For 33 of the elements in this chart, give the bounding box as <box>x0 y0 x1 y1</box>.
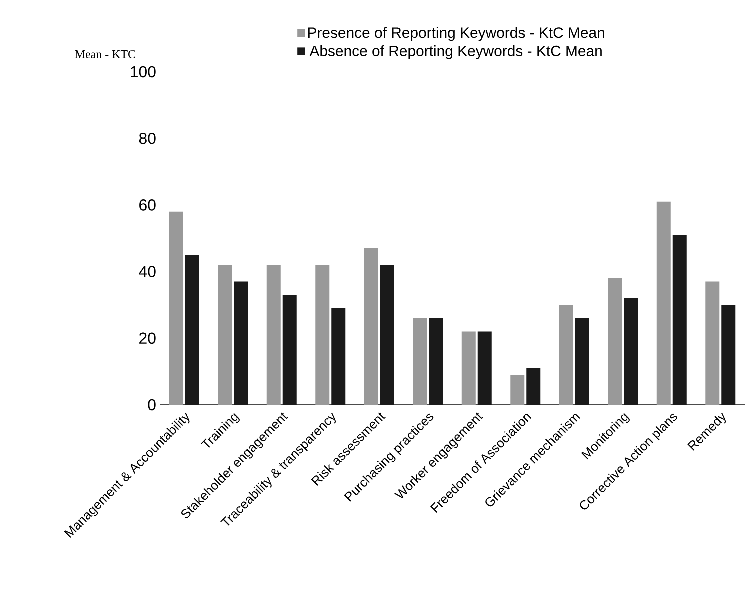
y-tick-label: 100 <box>131 66 156 78</box>
bar <box>478 332 492 405</box>
bar <box>608 278 622 405</box>
bar <box>462 332 476 405</box>
bar <box>169 212 184 405</box>
bar <box>380 265 394 405</box>
bar <box>575 318 590 405</box>
y-tick-label: 0 <box>148 399 156 411</box>
bar <box>185 255 200 405</box>
y-tick-label: 20 <box>140 332 156 344</box>
bar <box>706 282 720 405</box>
bar <box>332 308 346 405</box>
bar <box>316 265 330 405</box>
bar <box>722 305 736 405</box>
y-tick-label: 60 <box>140 200 156 211</box>
bar <box>624 298 638 405</box>
y-tick-label: 80 <box>139 132 156 144</box>
bar <box>266 265 281 405</box>
y-axis-title: Mean - KTC <box>75 50 136 58</box>
bar <box>672 235 687 405</box>
legend-label: Presence of Reporting Keywords - KtC Mean <box>308 27 604 42</box>
bar <box>526 368 541 405</box>
legend-label: Absence of Reporting Keywords - KtC Mean <box>310 46 602 60</box>
bar <box>234 282 248 405</box>
bar <box>364 248 378 405</box>
bar <box>413 318 428 405</box>
bar <box>282 295 297 405</box>
y-tick-label: 40 <box>139 266 156 278</box>
bar <box>510 375 525 405</box>
bar <box>218 265 232 405</box>
bar <box>559 305 574 405</box>
bar <box>429 318 444 405</box>
bar <box>656 202 671 405</box>
